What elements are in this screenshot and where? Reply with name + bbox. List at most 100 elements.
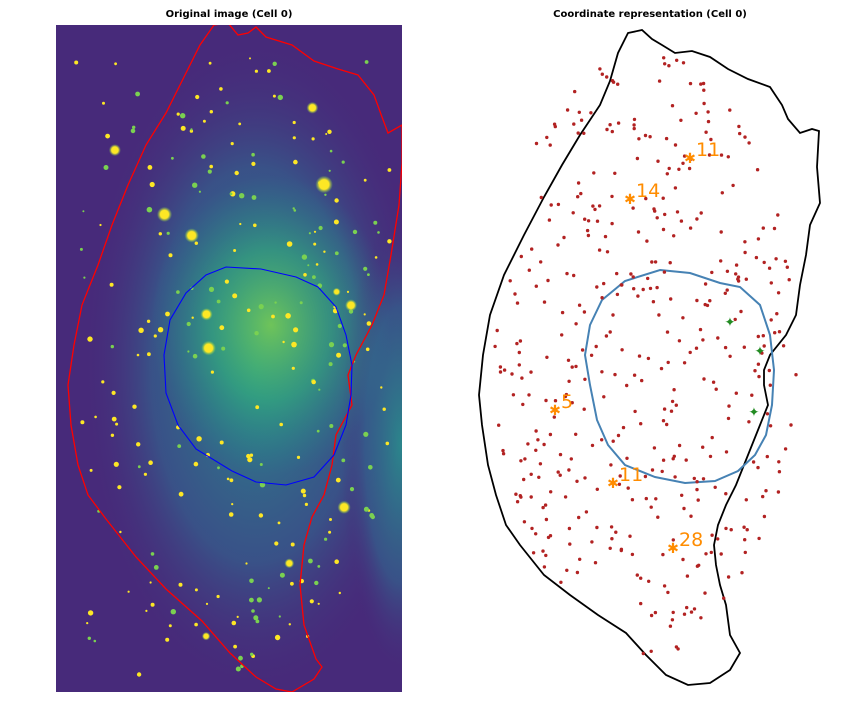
fluorescent-spot xyxy=(341,458,346,463)
spot-point xyxy=(708,454,713,459)
spot-point xyxy=(677,443,682,448)
spot-point xyxy=(543,503,548,507)
fluorescent-spot xyxy=(176,290,180,294)
fluorescent-spot xyxy=(272,94,276,98)
spot-point xyxy=(679,219,684,223)
fluorescent-spot xyxy=(87,336,93,342)
spot-point xyxy=(706,119,711,124)
fluorescent-spot xyxy=(86,622,89,625)
fluorescent-spot xyxy=(282,340,285,344)
spot-point xyxy=(519,495,523,499)
spot-point xyxy=(611,439,615,443)
fluorescent-spot xyxy=(168,253,173,258)
spot-point xyxy=(586,233,591,238)
fluorescent-spot xyxy=(349,487,355,492)
spot-point xyxy=(520,376,524,380)
fluorescent-spot xyxy=(338,591,341,595)
spot-point xyxy=(777,330,782,334)
spot-point xyxy=(501,452,506,456)
spot-point xyxy=(711,380,716,384)
fluorescent-spot xyxy=(335,477,341,483)
green-star-marker: ✦ xyxy=(725,316,736,331)
spot-point xyxy=(760,351,764,355)
fluorescent-spot xyxy=(329,424,334,428)
spot-point xyxy=(671,457,675,461)
fluorescent-spot xyxy=(239,193,245,199)
cluster-marker: ✱ xyxy=(684,151,696,167)
fluorescent-spot xyxy=(290,542,295,547)
spot-point xyxy=(636,230,641,234)
fluorescent-spot xyxy=(231,503,234,506)
spot-point xyxy=(677,339,682,343)
spot-point xyxy=(653,209,657,213)
fluorescent-spot xyxy=(127,590,130,593)
fluorescent-spot xyxy=(249,57,251,60)
fluorescent-spot xyxy=(200,308,213,321)
fluorescent-spot xyxy=(138,327,144,333)
spot-point xyxy=(701,81,706,86)
spot-point xyxy=(662,407,667,411)
fluorescent-spot xyxy=(249,578,254,584)
fluorescent-spot xyxy=(302,493,307,498)
spot-point xyxy=(539,195,543,200)
fluorescent-spot xyxy=(373,220,378,225)
fluorescent-spot xyxy=(311,137,315,141)
spot-point xyxy=(649,505,653,509)
spot-point xyxy=(609,525,614,529)
fluorescent-spot xyxy=(219,440,224,445)
spot-point xyxy=(577,303,582,307)
fluorescent-spot xyxy=(168,624,172,628)
spot-point xyxy=(695,487,699,492)
spot-point xyxy=(756,237,761,241)
fluorescent-spot xyxy=(80,420,85,425)
spot-point xyxy=(590,540,594,544)
spot-point xyxy=(630,552,635,557)
spot-point xyxy=(610,129,614,134)
fluorescent-spot xyxy=(334,559,340,564)
fluorescent-spot xyxy=(308,558,313,564)
spot-point xyxy=(648,286,653,291)
fluorescent-spot xyxy=(208,61,212,65)
fluorescent-spot xyxy=(290,581,294,586)
fluorescent-spot xyxy=(194,588,198,592)
fluorescent-spot xyxy=(219,87,223,91)
spot-point xyxy=(553,124,557,129)
spot-point xyxy=(536,438,540,442)
spot-point xyxy=(568,542,572,546)
spot-point xyxy=(783,259,788,263)
spot-point xyxy=(578,557,582,561)
spot-point xyxy=(605,250,610,254)
spot-point xyxy=(689,157,693,161)
spot-point xyxy=(625,456,629,460)
spot-point xyxy=(530,526,534,531)
fluorescent-spot xyxy=(251,195,257,200)
spot-point xyxy=(747,420,751,424)
cluster-marker: ✱ xyxy=(624,192,636,208)
spot-point xyxy=(608,546,612,550)
spot-point xyxy=(661,227,666,232)
spot-point xyxy=(609,463,613,467)
spot-point xyxy=(701,477,706,481)
fluorescent-spot xyxy=(82,210,85,213)
cell-outline-black xyxy=(478,29,821,686)
spot-point xyxy=(600,370,604,374)
spot-point xyxy=(553,399,558,403)
spot-point xyxy=(567,379,571,383)
spot-point xyxy=(637,354,642,358)
spot-point xyxy=(776,213,780,217)
spot-point xyxy=(518,339,523,343)
spot-point xyxy=(565,568,569,572)
spot-point xyxy=(689,514,693,518)
spot-point xyxy=(617,482,622,486)
spot-point xyxy=(610,221,614,226)
spot-point xyxy=(502,368,507,372)
spot-point xyxy=(695,564,700,568)
coordinate-plot: ✦✦✦ ✱ 11✱ 14✱ 5✱ 11✱ 28 xyxy=(470,25,830,692)
fluorescent-spot xyxy=(191,316,194,319)
fluorescent-spot xyxy=(221,346,226,351)
fluorescent-spot xyxy=(186,321,191,327)
spot-point xyxy=(699,616,703,620)
fluorescent-spot xyxy=(293,209,297,212)
spot-coordinates xyxy=(493,56,798,656)
spot-point xyxy=(608,330,612,334)
